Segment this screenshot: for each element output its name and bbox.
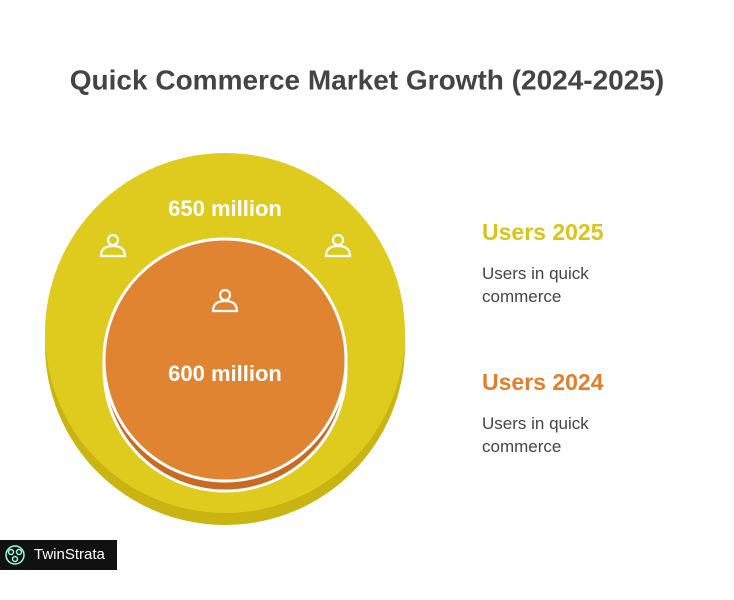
person-icons	[99, 233, 352, 313]
title: Quick Commerce Market Growth (2024-2025)	[70, 64, 664, 95]
legend-description: Users in quick commerce	[482, 414, 589, 456]
outer-label: 650 million	[168, 196, 282, 221]
inner-label: 600 million	[168, 361, 282, 386]
watermark-text: TwinStrata	[34, 546, 105, 563]
legend-title: Users 2024	[482, 369, 604, 395]
person-icon	[324, 233, 352, 258]
watermark-icon	[5, 545, 25, 565]
legend-description: Users in quick commerce	[482, 264, 589, 306]
person-icon	[99, 233, 127, 258]
legend-title: Users 2025	[482, 219, 604, 245]
inner-circle	[102, 237, 348, 483]
watermark: TwinStrata	[0, 540, 117, 570]
person-icon	[211, 288, 239, 313]
